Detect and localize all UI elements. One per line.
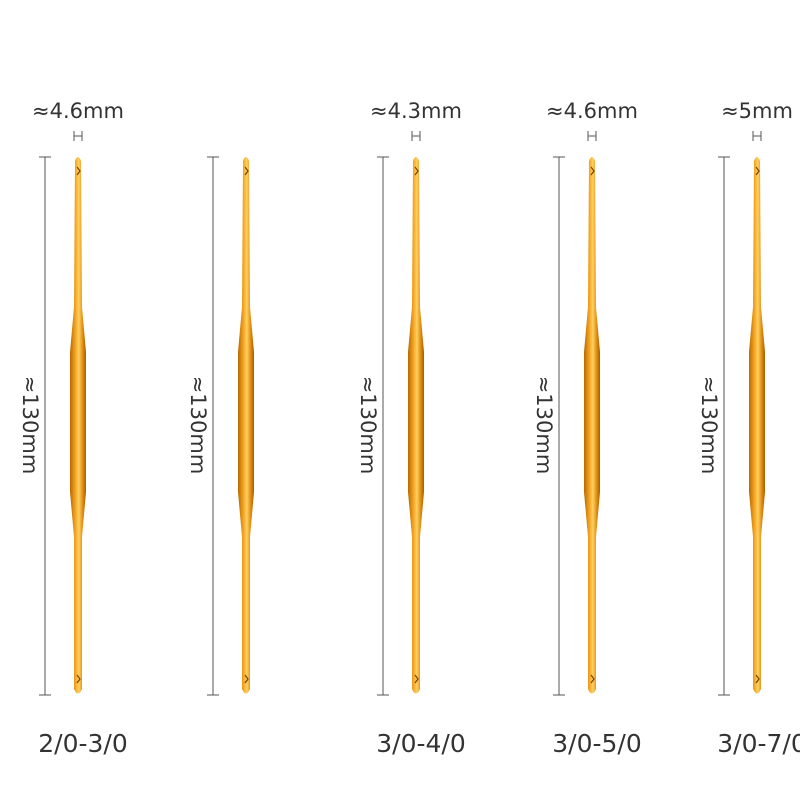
hook-shaft [70,157,86,694]
hook-notch [76,674,81,684]
hook-notch [414,166,419,176]
hook-notch [414,674,419,684]
hook-shaft [749,157,765,694]
hook-shaft [584,157,600,694]
length-label: ≈130mm [356,376,380,475]
hook-notch [590,674,595,684]
length-label: ≈130mm [532,376,556,475]
width-label: ≈4.6mm [32,99,124,123]
hook-notch [244,674,249,684]
hook-shaft [408,157,424,694]
length-label: ≈130mm [186,376,210,475]
hook-notch [244,166,249,176]
size-label: 3/0-4/0 [376,729,466,758]
hook-shaft [238,157,254,694]
length-label: ≈130mm [697,376,721,475]
hook-notch [755,166,760,176]
crochet-hook [749,157,765,694]
hook-notch [76,166,81,176]
crochet-hook [238,157,254,694]
length-label: ≈130mm [18,376,42,475]
size-label: 2/0-3/0 [38,729,128,758]
width-label: ≈4.6mm [546,99,638,123]
crochet-hook [70,157,86,694]
crochet-hook [584,157,600,694]
width-label: ≈5mm [721,99,793,123]
width-label: ≈4.3mm [370,99,462,123]
hook-notch [755,674,760,684]
crochet-hook [408,157,424,694]
size-label: 3/0-5/0 [552,729,642,758]
hook-notch [590,166,595,176]
size-label: 3/0-7/0 [717,729,800,758]
